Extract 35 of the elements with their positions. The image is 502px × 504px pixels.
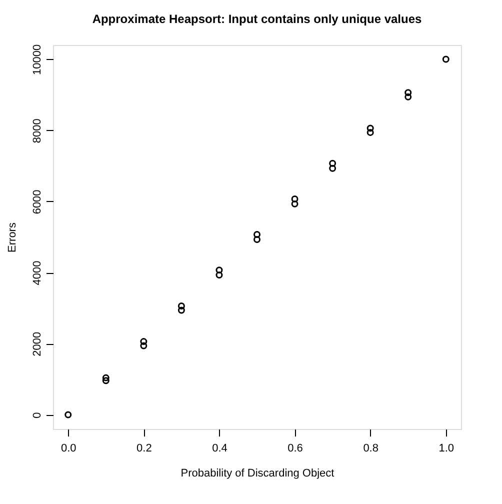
point: [102, 374, 110, 382]
point: [329, 164, 336, 172]
point: [178, 306, 185, 314]
chart-title: Approximate Heapsort: Input contains only unique values: [92, 12, 422, 26]
y-tick-label: 6000: [32, 190, 44, 214]
point: [102, 377, 110, 384]
x-tick-label: 0.0: [60, 442, 76, 454]
point: [442, 56, 450, 63]
y-tick-label: 0: [32, 412, 44, 418]
y-tick-label: 10000: [32, 44, 44, 76]
point: [254, 231, 260, 238]
point: [140, 338, 148, 346]
x-tick-label: 0.8: [363, 442, 378, 454]
point: [329, 160, 336, 167]
point: [291, 195, 298, 202]
point: [291, 200, 298, 208]
y-tick-label: 2000: [32, 332, 44, 356]
x-tick-label: 1.0: [438, 442, 454, 454]
point: [64, 411, 72, 418]
x-tick-label: 0.6: [288, 442, 303, 454]
x-axis-title: Probability of Discarding Object: [180, 468, 334, 480]
point: [254, 236, 260, 243]
x-tick-label: 0.2: [136, 442, 152, 454]
point: [366, 124, 374, 132]
y-tick-label: 8000: [32, 118, 44, 144]
point: [216, 266, 223, 274]
y-axis-title: Errors: [6, 222, 18, 252]
point: [404, 93, 412, 100]
point: [178, 302, 185, 310]
point: [216, 272, 223, 279]
x-tick-label: 0.4: [212, 442, 228, 454]
y-tick-label: 4000: [32, 260, 44, 286]
point: [404, 89, 412, 96]
point: [140, 342, 148, 350]
point: [366, 128, 374, 136]
